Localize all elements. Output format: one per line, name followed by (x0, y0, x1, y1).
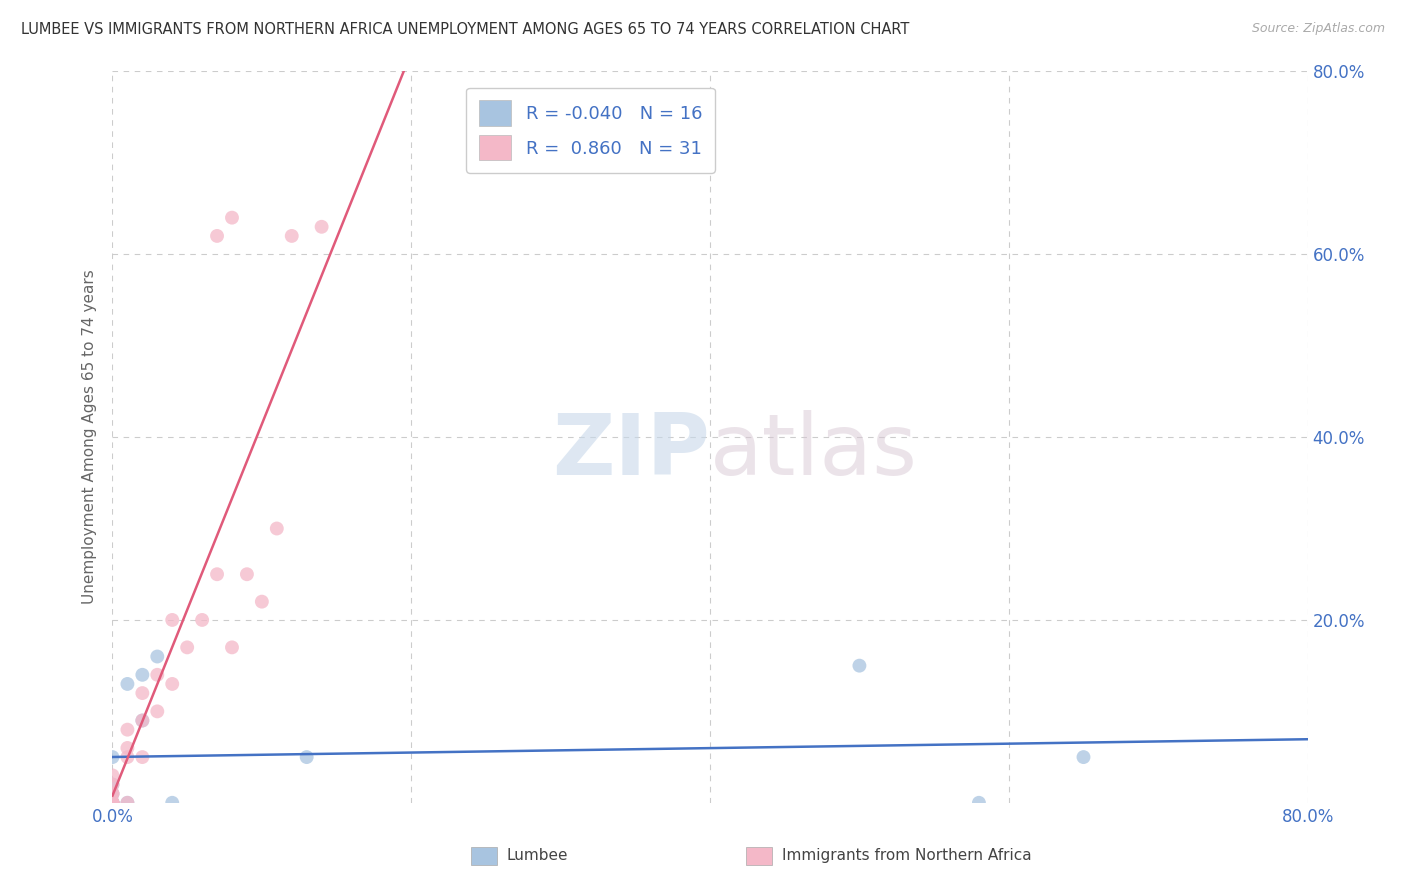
Point (131, 714, 153, 728)
Point (1073, 750, 1095, 764)
Point (101, 796, 124, 810)
Point (131, 714, 153, 728)
Point (101, 796, 124, 810)
Point (221, 640, 243, 655)
Point (967, 796, 990, 810)
Point (162, 613, 183, 627)
Point (101, 787, 124, 801)
Text: ZIP: ZIP (553, 410, 710, 493)
Point (117, 750, 139, 764)
Point (101, 796, 124, 810)
Point (101, 796, 124, 810)
Point (101, 778, 124, 792)
Point (311, 219, 333, 234)
Y-axis label: Unemployment Among Ages 65 to 74 years: Unemployment Among Ages 65 to 74 years (82, 269, 97, 605)
Point (266, 521, 288, 535)
Point (176, 640, 198, 655)
Point (117, 740, 139, 755)
Point (146, 667, 169, 681)
Point (117, 723, 139, 737)
Legend: R = -0.040   N = 16, R =  0.860   N = 31: R = -0.040 N = 16, R = 0.860 N = 31 (467, 87, 714, 173)
Point (101, 796, 124, 810)
Point (205, 567, 228, 582)
Point (131, 667, 153, 681)
Point (101, 768, 124, 782)
Point (162, 796, 183, 810)
Point (281, 229, 304, 244)
Point (101, 796, 124, 810)
Point (131, 750, 153, 764)
Point (101, 787, 124, 801)
Point (117, 796, 139, 810)
Point (101, 787, 124, 801)
Text: LUMBEE VS IMMIGRANTS FROM NORTHERN AFRICA UNEMPLOYMENT AMONG AGES 65 TO 74 YEARS: LUMBEE VS IMMIGRANTS FROM NORTHERN AFRIC… (21, 22, 910, 37)
Point (191, 613, 214, 627)
Text: atlas: atlas (710, 410, 918, 493)
Point (250, 594, 273, 608)
Text: Immigrants from Northern Africa: Immigrants from Northern Africa (782, 848, 1032, 863)
Point (101, 750, 124, 764)
Text: Lumbee: Lumbee (508, 848, 568, 863)
Point (101, 796, 124, 810)
Point (162, 677, 183, 691)
FancyBboxPatch shape (471, 847, 498, 865)
Point (101, 796, 124, 810)
Point (146, 705, 169, 719)
Point (146, 649, 169, 664)
FancyBboxPatch shape (747, 847, 772, 865)
Point (221, 211, 243, 225)
Point (101, 778, 124, 792)
Point (117, 677, 139, 691)
Point (295, 750, 318, 764)
Point (848, 658, 870, 673)
Text: Source: ZipAtlas.com: Source: ZipAtlas.com (1251, 22, 1385, 36)
Point (236, 567, 259, 582)
Point (205, 229, 228, 244)
Point (131, 686, 153, 700)
Point (117, 796, 139, 810)
